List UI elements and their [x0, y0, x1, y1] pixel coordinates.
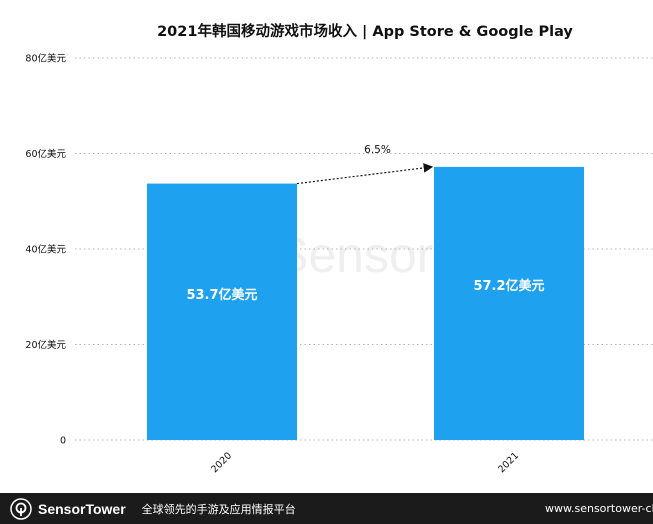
bar	[434, 166, 584, 440]
bar-chart: 2021年韩国移动游戏市场收入 | App Store & Google Pla…	[25, 22, 653, 475]
y-tick-label: 60亿美元	[25, 148, 66, 160]
footer-url: www.sensortower-china.com	[545, 502, 653, 515]
y-tick-label: 80亿美元	[25, 53, 66, 65]
y-tick-label: 40亿美元	[25, 244, 66, 256]
sensortower-logo-icon	[10, 497, 32, 520]
growth-arrow	[296, 163, 434, 185]
sensortower-logo: SensorTower	[10, 497, 126, 520]
y-tick-label: 0	[60, 436, 66, 447]
footer-tagline: 全球领先的手游及应用情报平台	[141, 502, 296, 516]
growth-annotation: 6.5%	[364, 144, 391, 156]
x-tick-label: 2020	[209, 450, 234, 475]
data-label: 53.7亿美元	[186, 287, 257, 303]
bar	[147, 183, 297, 440]
y-tick-label: 20亿美元	[25, 339, 66, 351]
data-label: 57.2亿美元	[473, 278, 544, 294]
footer-bar: SensorTower 全球领先的手游及应用情报平台 www.sensortow…	[0, 493, 653, 524]
x-tick-label: 2021	[496, 450, 521, 475]
chart-title: 2021年韩国移动游戏市场收入 | App Store & Google Pla…	[157, 22, 573, 40]
footer-brand: SensorTower	[38, 500, 126, 517]
